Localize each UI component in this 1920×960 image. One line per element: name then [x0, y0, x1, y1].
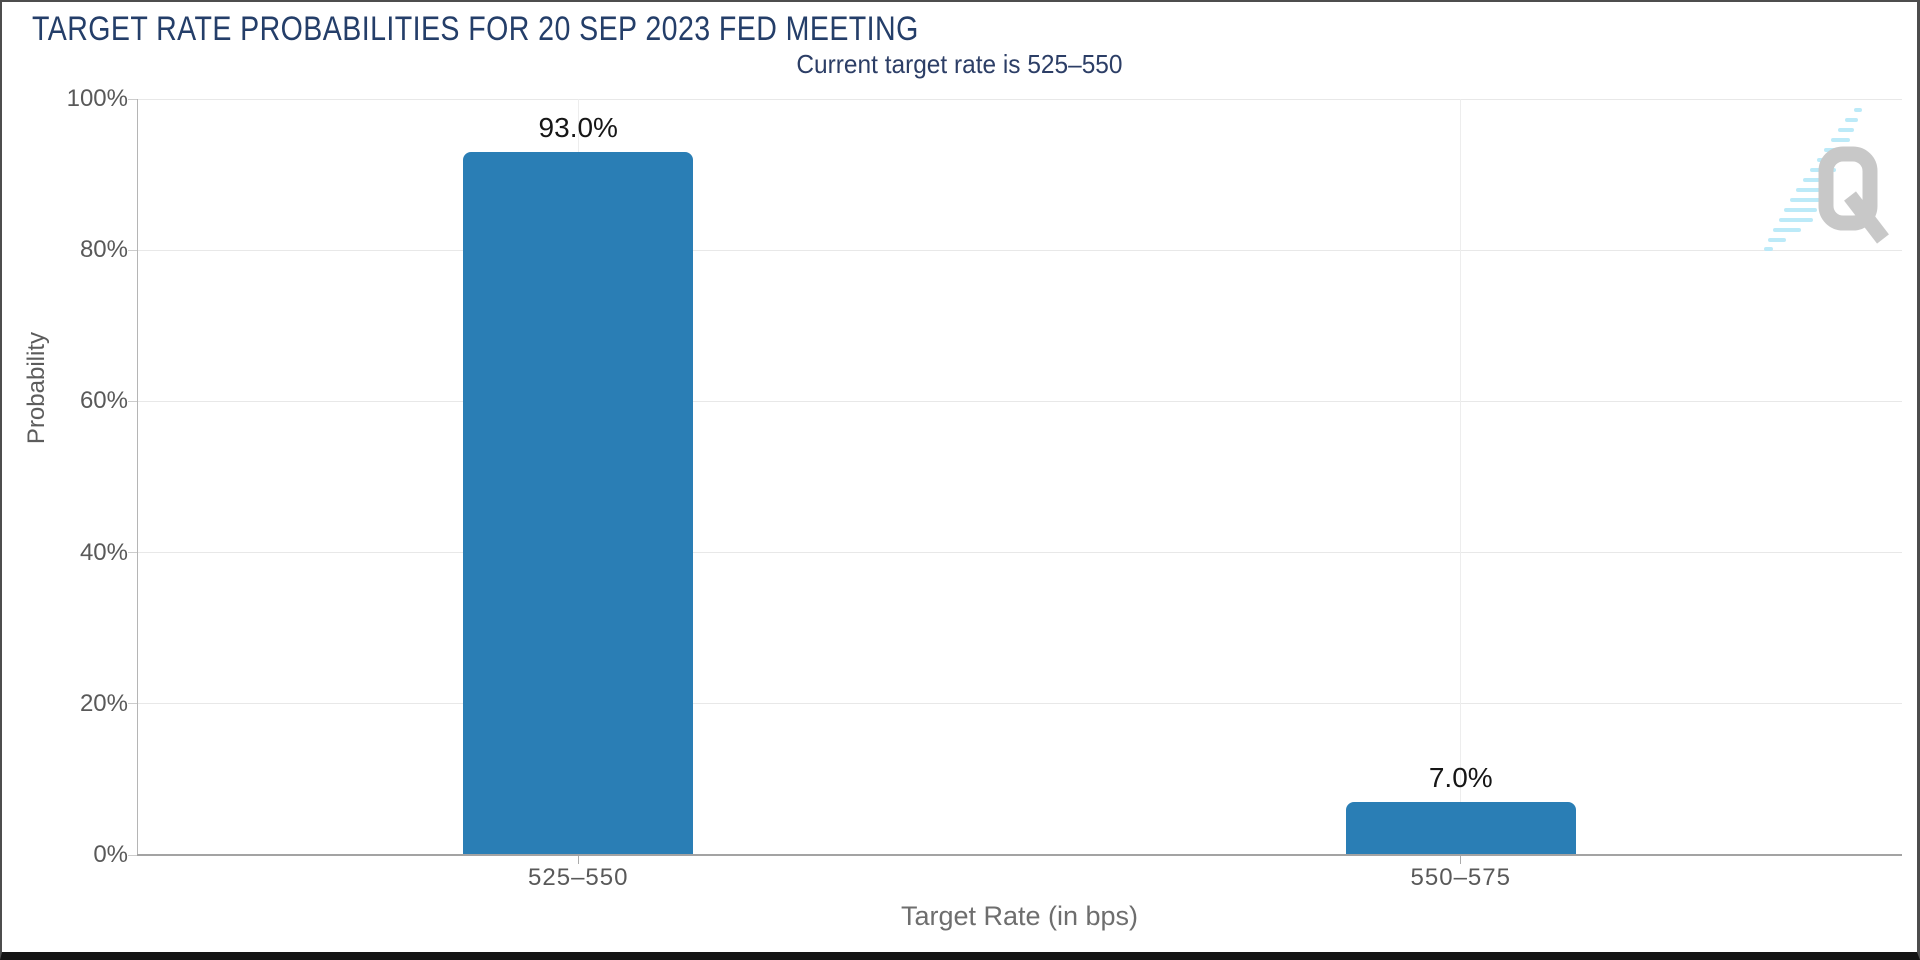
x-axis-title: Target Rate (in bps) [900, 901, 1139, 931]
y-tick-label: 0% [93, 841, 128, 868]
x-axis-tick [577, 855, 579, 864]
chart-subtitle: Current target rate is 525–550 [2, 49, 1917, 80]
x-axis-tick [1460, 855, 1462, 864]
bar-550–575[interactable] [1345, 802, 1576, 855]
bar-value-label: 93.0% [538, 111, 618, 143]
y-gridline [137, 703, 1902, 705]
y-gridline [137, 400, 1902, 402]
bar-525–550[interactable] [463, 151, 694, 855]
chart-title: TARGET RATE PROBABILITIES FOR 20 SEP 202… [32, 10, 919, 48]
quandl-logo-watermark [1764, 108, 1889, 251]
bar-value-label: 7.0% [1428, 762, 1493, 794]
x-axis-line [137, 854, 1902, 856]
y-tick-label: 40% [79, 538, 128, 566]
x-category-label: 525–550 [528, 864, 629, 891]
y-gridline [137, 249, 1902, 251]
plot-area [137, 98, 1902, 855]
y-axis-tick [128, 249, 137, 251]
chart-subtitle-text: Current target rate is 525–550 [796, 49, 1123, 79]
y-axis-line [137, 99, 138, 855]
y-axis-tick [128, 98, 137, 100]
y-axis-tick [128, 854, 137, 856]
y-axis-tick [128, 703, 137, 705]
category-gridline [1460, 99, 1462, 855]
y-gridline [137, 552, 1902, 554]
y-tick-label: 100% [66, 85, 128, 112]
y-gridline [137, 98, 1902, 100]
y-axis-tick [128, 552, 137, 554]
y-axis-tick [128, 400, 137, 402]
quandl-q-letter-icon [1818, 146, 1889, 244]
y-tick-label: 80% [79, 236, 128, 264]
y-tick-label: 60% [79, 387, 128, 415]
y-tick-label: 20% [79, 689, 128, 717]
x-category-label: 550–575 [1410, 864, 1511, 891]
